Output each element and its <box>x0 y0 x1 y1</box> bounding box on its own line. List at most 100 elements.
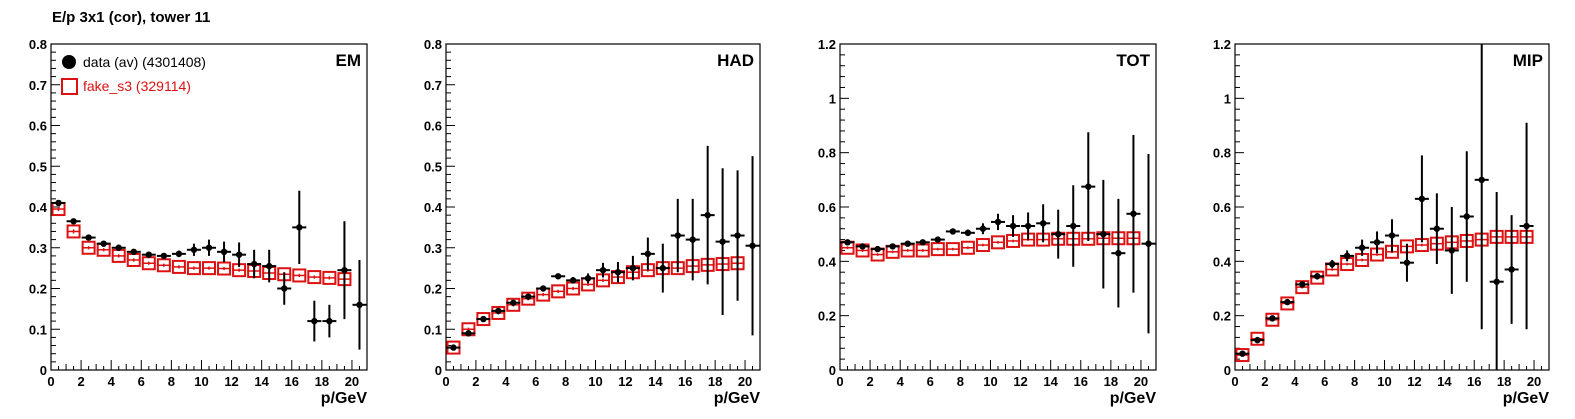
x-tick-label: 4 <box>502 374 510 389</box>
y-tick-label: 0.6 <box>29 119 47 134</box>
data-marker <box>326 317 333 325</box>
data-marker <box>874 245 881 253</box>
fake-marker <box>81 240 96 255</box>
x-tick-label: 18 <box>1497 374 1511 389</box>
data-marker <box>1448 247 1456 254</box>
data-marker <box>265 262 273 270</box>
data-point <box>1235 350 1250 357</box>
y-tick-label: 0.8 <box>1213 146 1231 161</box>
page-title: E/p 3x1 (cor), tower 11 <box>52 9 211 26</box>
y-tick-label: 0.7 <box>424 78 442 93</box>
data-marker <box>1269 315 1276 322</box>
data-marker <box>85 234 92 241</box>
x-tick-label: 6 <box>1321 374 1328 389</box>
x-tick-label: 12 <box>618 374 632 389</box>
fake-marker <box>307 270 322 285</box>
data-point <box>262 249 277 283</box>
data-point <box>491 307 506 315</box>
data-point <box>476 315 491 323</box>
y-tick-label: 0.4 <box>29 200 48 215</box>
fake-marker <box>156 258 171 273</box>
data-marker <box>1328 260 1336 268</box>
data-point <box>840 239 855 246</box>
y-tick-label: 0.2 <box>1213 309 1231 324</box>
data-marker <box>1523 222 1530 230</box>
data-point <box>51 199 66 207</box>
x-tick-label: 10 <box>194 374 208 389</box>
x-tick-label: 10 <box>1377 374 1391 389</box>
data-marker <box>1100 230 1107 238</box>
data-point <box>1444 207 1459 294</box>
data-marker <box>1314 273 1321 280</box>
y-tick-label: 0.1 <box>424 322 442 337</box>
data-marker <box>1373 239 1381 246</box>
fake-marker <box>521 291 536 306</box>
data-marker <box>934 236 942 243</box>
data-marker <box>734 232 741 239</box>
fake-point <box>186 261 201 276</box>
data-marker <box>235 251 243 258</box>
x-tick-label: 8 <box>562 374 569 389</box>
data-marker <box>1085 183 1092 190</box>
data-marker <box>689 236 696 243</box>
data-marker <box>1284 298 1291 306</box>
data-marker <box>644 250 652 258</box>
data-point <box>521 293 536 300</box>
panel-tot: 0 0.2 0.4 0.6 0.8 1 1.2 0 2 4 6 8 10 12 14 16 18 20p/GeV T… <box>818 37 1157 407</box>
x-axis-label: p/GeV <box>321 390 368 407</box>
data-marker <box>569 277 577 284</box>
data-point <box>96 240 111 247</box>
fake-marker <box>186 261 201 276</box>
data-point <box>1370 231 1385 254</box>
data-point <box>640 237 655 271</box>
data-point <box>1414 155 1429 243</box>
data-point <box>900 240 915 247</box>
y-tick-label: 0.8 <box>818 146 836 161</box>
data-marker <box>495 307 502 315</box>
fake-marker <box>292 268 307 283</box>
fake-point <box>202 261 216 276</box>
data-point <box>81 234 96 241</box>
legend-fake-marker <box>61 78 78 95</box>
data-marker <box>1070 222 1077 230</box>
data-marker <box>584 275 592 282</box>
plot-frame <box>1234 43 1550 371</box>
data-marker <box>859 243 866 250</box>
data-point <box>715 168 730 315</box>
data-point <box>991 213 1005 231</box>
data-marker <box>614 269 622 276</box>
fake-marker <box>960 240 975 255</box>
x-tick-label: 16 <box>285 374 299 389</box>
fake-marker <box>217 261 232 276</box>
data-point <box>1489 192 1504 370</box>
fake-marker <box>202 261 216 276</box>
legend: data (av) (4301408) fake_s3 (329114) <box>61 54 206 95</box>
data-marker <box>160 252 168 260</box>
fake-marker <box>171 259 186 274</box>
data-point <box>700 145 715 285</box>
data-marker <box>1418 195 1426 203</box>
data-marker <box>100 240 107 247</box>
data-point <box>551 273 566 280</box>
data-marker <box>450 344 457 351</box>
y-tick-label: 0.6 <box>818 200 836 215</box>
data-point <box>1519 122 1534 330</box>
data-point <box>1006 215 1021 237</box>
data-marker <box>949 228 957 235</box>
x-tick-label: 12 <box>224 374 238 389</box>
data-point <box>126 248 141 256</box>
fake-point <box>566 281 581 296</box>
fake-marker <box>1250 331 1265 346</box>
x-tick-label: 10 <box>983 374 997 389</box>
legend-fake-label: fake_s3 (329114) <box>83 78 191 94</box>
fake-marker <box>930 242 945 257</box>
data-marker <box>190 246 198 253</box>
y-tick-label: 0.4 <box>818 254 837 269</box>
data-marker <box>704 211 711 219</box>
data-marker <box>1009 222 1017 230</box>
data-marker <box>599 266 607 274</box>
fake-point <box>945 242 960 257</box>
data-point <box>1265 315 1280 322</box>
x-tick-label: 4 <box>1291 374 1299 389</box>
fake-marker <box>975 238 990 253</box>
